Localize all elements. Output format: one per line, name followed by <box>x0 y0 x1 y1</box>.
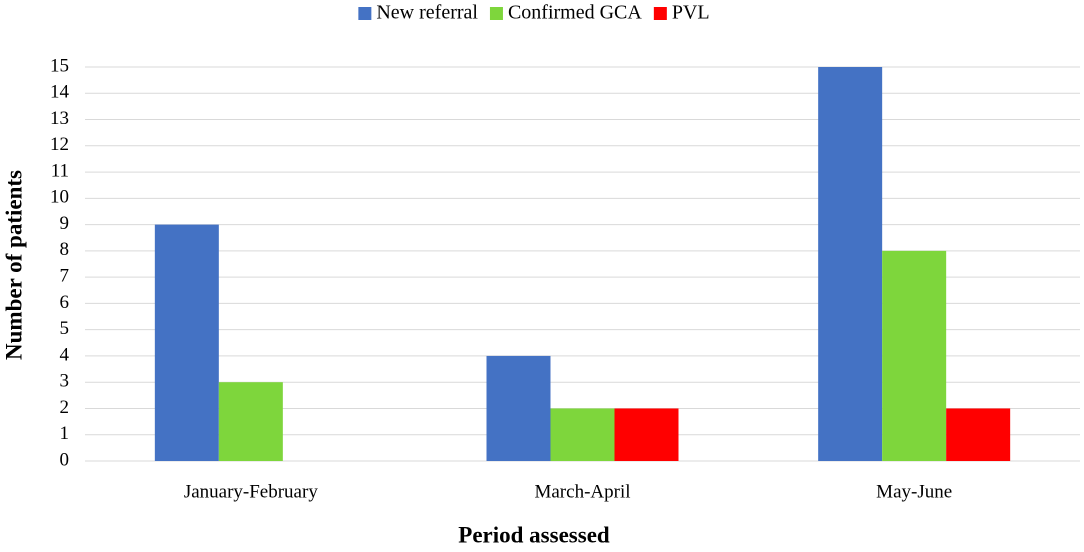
x-tick-label: March-April <box>534 481 630 502</box>
x-tick-label: May-June <box>876 481 952 502</box>
y-tick-label: 11 <box>51 160 69 181</box>
legend-swatch <box>489 7 503 20</box>
bar <box>818 67 883 461</box>
y-tick-label: 3 <box>60 371 70 392</box>
y-tick-label: 15 <box>50 55 69 76</box>
y-tick-label: 7 <box>60 265 70 286</box>
y-tick-label: 5 <box>60 318 70 339</box>
x-tick-label: January-February <box>184 481 319 502</box>
y-tick-label: 9 <box>60 213 70 234</box>
y-axis-title: Number of patients <box>1 170 26 360</box>
y-tick-label: 1 <box>60 423 70 444</box>
legend-label: Confirmed GCA <box>508 2 642 24</box>
x-axis-title: Period assessed <box>458 522 610 547</box>
y-tick-label: 6 <box>60 292 70 313</box>
legend-label: PVL <box>672 2 710 24</box>
bar <box>218 382 283 461</box>
y-tick-label: 0 <box>60 449 70 470</box>
bar <box>550 408 615 461</box>
legend-swatch <box>653 7 667 20</box>
legend-label: New referral <box>376 2 478 24</box>
bar <box>614 408 679 461</box>
bar <box>882 250 947 461</box>
y-tick-label: 10 <box>50 187 69 208</box>
bar <box>486 355 551 461</box>
y-tick-label: 2 <box>60 397 70 418</box>
y-tick-label: 12 <box>50 134 69 155</box>
bar <box>946 408 1011 461</box>
y-tick-label: 14 <box>50 82 70 103</box>
y-tick-label: 8 <box>60 239 70 260</box>
legend-swatch <box>358 7 372 20</box>
bar <box>154 224 219 461</box>
y-tick-label: 4 <box>60 344 70 365</box>
y-tick-label: 13 <box>50 108 69 129</box>
